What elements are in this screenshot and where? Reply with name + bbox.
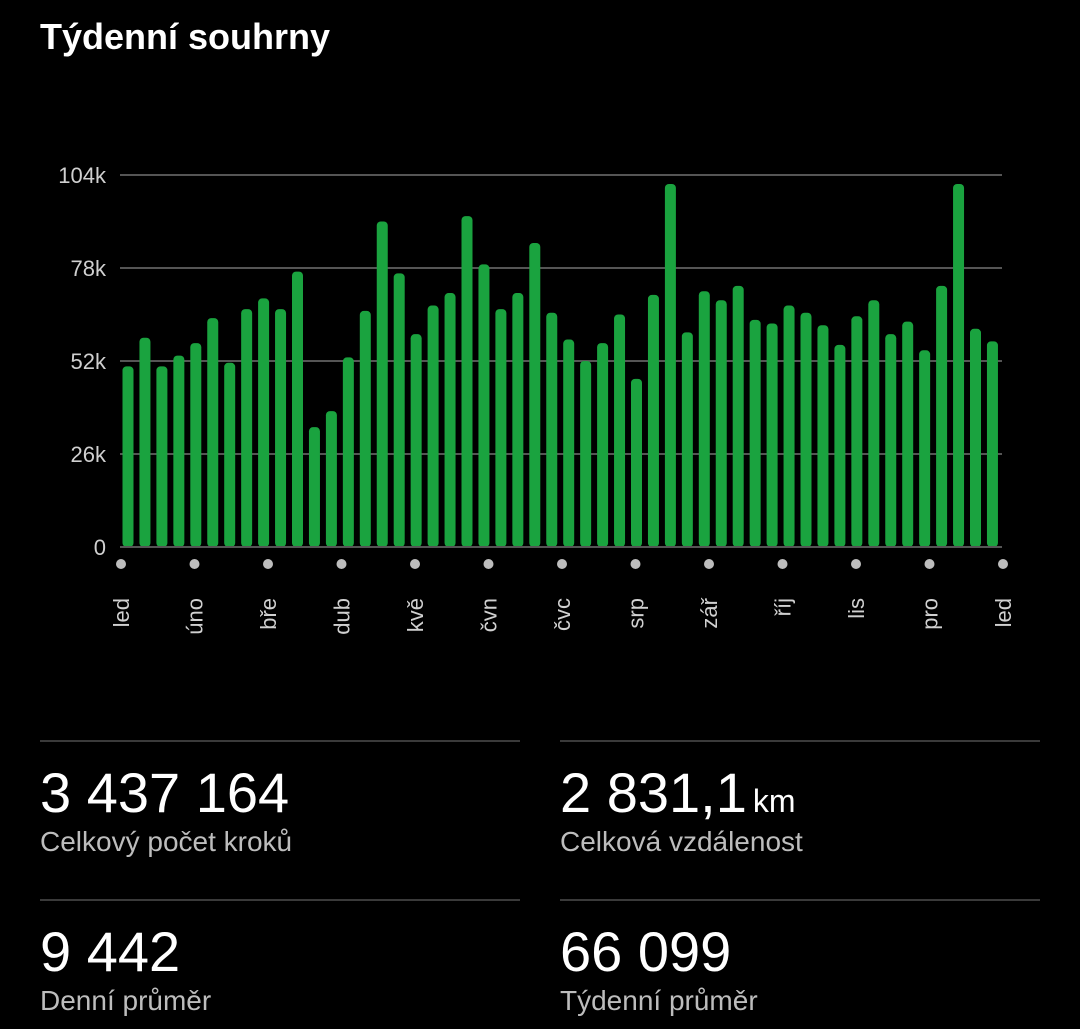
month-dot [998,559,1008,569]
month-dot [851,559,861,569]
bar [308,427,320,547]
bar [631,378,642,547]
x-tick-label: srp [624,598,649,629]
bar [342,357,354,547]
bar [563,339,575,547]
bar [970,328,981,547]
weekly-steps-chart[interactable]: 0 26k 52k 78k 104k led úno bře dub kvě čvn čvc srp zá… [0,0,1080,700]
x-tick-label: čvc [550,598,575,631]
x-tick-label: říj [771,598,796,616]
bar [512,293,524,547]
bar [664,183,676,547]
bar [800,312,812,547]
month-dot [557,559,567,569]
bar [919,350,931,547]
bar [241,309,253,547]
bar [444,293,456,547]
stat-daily-average-value: 9 442 [40,920,181,983]
month-dot [777,559,788,569]
bar [461,216,473,547]
bar [546,312,558,547]
x-tick-label: zář [697,597,722,628]
bar [698,291,710,547]
bar [478,264,490,547]
stat-total-steps-value: 3 437 164 [40,761,290,824]
bar [749,319,761,547]
x-tick-label: úno [183,598,208,635]
bar [393,273,405,547]
bar [292,271,303,547]
bar [834,344,846,547]
bar [868,300,880,547]
x-tick-label: kvě [403,598,428,632]
bar [851,316,863,547]
bar [647,294,659,547]
x-tick-label: čvn [477,598,502,632]
bar [766,323,778,547]
bar [597,343,609,547]
bar [986,341,998,547]
stat-weekly-average-value: 66 099 [560,920,732,983]
bar [207,318,219,547]
bar [275,309,287,547]
y-tick-label: 0 [94,535,106,560]
bar [376,221,388,547]
x-tick-label: bře [256,598,281,630]
month-dot [116,559,126,569]
month-dot [704,559,714,569]
y-tick-label: 52k [71,349,107,374]
bar [953,183,965,547]
page-title: Týdenní souhrny [40,16,331,57]
x-tick-label: led [109,598,134,627]
month-dot [410,559,420,569]
stat-total-steps: 3 437 164 Celkový počet kroků [40,740,520,882]
month-dot [630,559,641,569]
stat-weekly-average: 66 099 Týdenní průměr [560,899,1040,1029]
stat-weekly-average-label: Týdenní průměr [560,985,758,1016]
y-tick-label: 104k [58,163,107,188]
y-tick-label: 78k [71,256,107,281]
x-tick-label: dub [330,598,355,635]
bar [173,355,185,547]
bar [122,366,134,547]
month-dot [336,559,347,569]
bar [902,321,914,547]
bar [580,361,592,547]
stat-total-distance: 2 831,1 km Celková vzdálenost [560,740,1040,882]
x-tick-label: lis [844,598,869,619]
bar [156,366,168,547]
x-tick-label: pro [918,598,943,630]
stat-total-distance-value: 2 831,1 [560,761,747,824]
bar [732,285,744,547]
bar [885,334,897,547]
bar [681,332,693,547]
bar [817,325,829,547]
month-dot [189,559,200,569]
stat-total-distance-unit: km [752,783,796,819]
month-dot [483,559,494,569]
bar [190,343,202,547]
bar [224,362,236,547]
y-tick-label: 26k [71,442,107,467]
stat-total-distance-label: Celková vzdálenost [560,826,803,857]
bar [325,411,337,547]
bar [258,298,270,547]
stat-daily-average-label: Denní průměr [40,985,212,1016]
bar [359,310,371,547]
month-dot [263,559,273,569]
bar [427,305,439,547]
x-tick-label: led [991,598,1016,627]
bar [529,242,541,547]
month-dot [924,559,935,569]
bar [936,285,948,547]
bar [495,309,507,547]
stat-total-steps-label: Celkový počet kroků [40,826,293,857]
bar [783,305,795,547]
stat-daily-average: 9 442 Denní průměr [40,899,520,1029]
bar [139,337,151,547]
bar [715,300,727,547]
bar [614,314,626,547]
bar [410,334,422,547]
